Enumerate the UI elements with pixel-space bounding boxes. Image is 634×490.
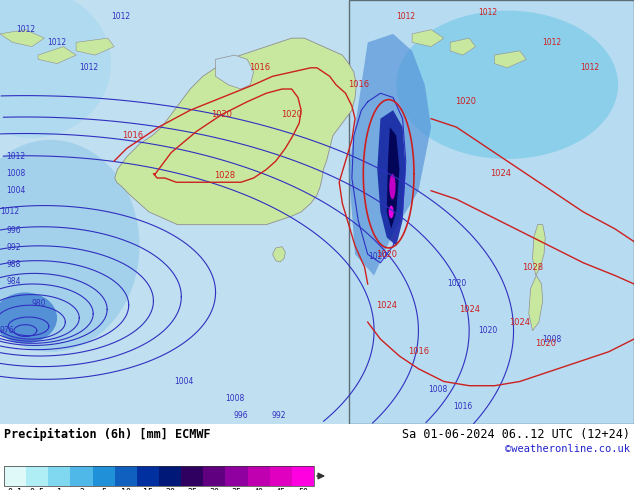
Polygon shape [387, 127, 399, 229]
Text: 40: 40 [254, 488, 264, 490]
Text: 1008: 1008 [225, 394, 244, 403]
Bar [181, 466, 204, 486]
Text: 1012: 1012 [79, 63, 98, 73]
Text: 1024: 1024 [458, 305, 480, 314]
Text: Precipitation (6h) [mm] ECMWF: Precipitation (6h) [mm] ECMWF [4, 428, 210, 441]
Polygon shape [216, 55, 254, 89]
Text: 1012: 1012 [16, 25, 35, 34]
Text: 1012: 1012 [48, 38, 67, 47]
Text: 1024: 1024 [376, 301, 398, 310]
Bar [204, 466, 226, 486]
Polygon shape [349, 34, 431, 275]
Text: 1008: 1008 [6, 169, 25, 178]
Text: 996: 996 [233, 411, 249, 420]
Text: 1016: 1016 [347, 80, 369, 89]
Text: Sa 01-06-2024 06..12 UTC (12+24): Sa 01-06-2024 06..12 UTC (12+24) [402, 428, 630, 441]
Text: 1004: 1004 [6, 186, 26, 195]
Text: 1020: 1020 [447, 279, 466, 289]
Text: ©weatheronline.co.uk: ©weatheronline.co.uk [505, 444, 630, 454]
Text: 1012: 1012 [396, 12, 415, 22]
Text: 1020: 1020 [455, 97, 477, 106]
Text: 1008: 1008 [542, 335, 561, 343]
Text: 1020: 1020 [281, 110, 302, 119]
Text: 980: 980 [32, 298, 46, 308]
Bar [292, 466, 314, 486]
Polygon shape [115, 38, 356, 224]
Text: 1024: 1024 [490, 169, 512, 178]
Text: 1016: 1016 [408, 347, 429, 356]
Bar [26, 466, 48, 486]
Text: 1020: 1020 [479, 326, 498, 335]
Polygon shape [450, 38, 476, 55]
Text: 1020: 1020 [211, 110, 233, 119]
Text: 20: 20 [165, 488, 175, 490]
Ellipse shape [0, 140, 139, 352]
Text: 2: 2 [79, 488, 84, 490]
Text: 1004: 1004 [174, 377, 193, 386]
Text: 1012: 1012 [6, 152, 25, 161]
Text: 1012: 1012 [479, 8, 498, 17]
Text: 996: 996 [6, 226, 21, 236]
Ellipse shape [0, 293, 57, 343]
Text: 10: 10 [121, 488, 131, 490]
Text: 25: 25 [187, 488, 197, 490]
Text: 0.1: 0.1 [8, 488, 23, 490]
Text: 1012: 1012 [542, 38, 561, 47]
Ellipse shape [0, 0, 111, 138]
Text: 1020: 1020 [534, 339, 556, 348]
Ellipse shape [389, 206, 394, 218]
Bar [137, 466, 159, 486]
Text: 1020: 1020 [376, 250, 398, 259]
Ellipse shape [389, 174, 396, 199]
Polygon shape [273, 246, 285, 262]
Text: 15: 15 [143, 488, 153, 490]
Text: 1008: 1008 [428, 386, 447, 394]
Polygon shape [529, 275, 543, 331]
Polygon shape [495, 51, 526, 68]
Text: 992: 992 [272, 411, 286, 420]
Text: 30: 30 [209, 488, 219, 490]
Text: 1028: 1028 [522, 263, 543, 271]
FancyBboxPatch shape [349, 0, 634, 424]
Text: 1020: 1020 [368, 252, 387, 261]
Bar [269, 466, 292, 486]
Text: 1012: 1012 [111, 12, 130, 22]
Bar [93, 466, 115, 486]
Polygon shape [533, 224, 545, 275]
Text: 1: 1 [57, 488, 62, 490]
Text: 5: 5 [101, 488, 106, 490]
Polygon shape [38, 47, 76, 64]
Polygon shape [377, 110, 406, 246]
Text: 45: 45 [276, 488, 286, 490]
Text: 992: 992 [6, 244, 21, 252]
Bar [70, 466, 93, 486]
Text: 0.5: 0.5 [30, 488, 45, 490]
Polygon shape [412, 30, 444, 47]
Bar [159, 466, 181, 486]
Bar [48, 466, 70, 486]
Text: 988: 988 [6, 260, 21, 270]
Ellipse shape [396, 11, 618, 159]
Polygon shape [0, 30, 44, 47]
Polygon shape [76, 38, 114, 55]
Bar [226, 466, 247, 486]
Text: 50: 50 [298, 488, 308, 490]
Text: 1016: 1016 [122, 131, 144, 140]
Bar [4, 466, 314, 486]
Text: 976: 976 [0, 326, 15, 335]
Bar [4, 466, 26, 486]
Text: 1016: 1016 [453, 402, 472, 412]
Text: 1028: 1028 [214, 172, 236, 180]
Text: 1016: 1016 [249, 63, 271, 73]
Text: 984: 984 [6, 277, 21, 286]
Bar [247, 466, 269, 486]
Text: 1012: 1012 [0, 207, 19, 217]
Bar [115, 466, 137, 486]
Text: 35: 35 [231, 488, 242, 490]
Text: 1012: 1012 [580, 63, 599, 73]
Text: 1024: 1024 [509, 318, 531, 327]
